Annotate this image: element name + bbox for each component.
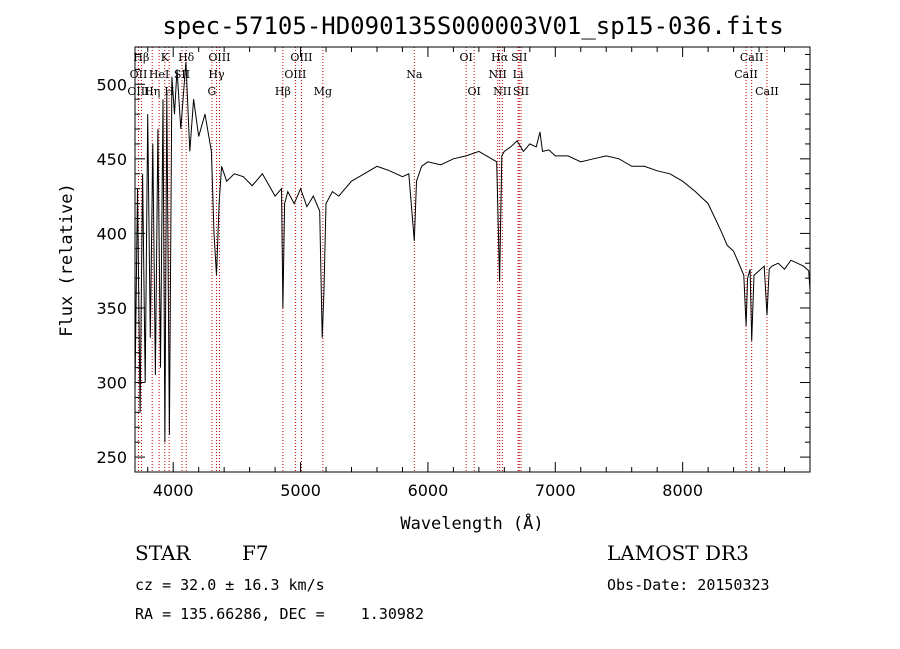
x-tick-label: 7000 — [535, 481, 576, 500]
spectral-line-label: OIII — [284, 68, 306, 81]
spectral-line-label: Mg — [314, 85, 332, 98]
spectral-line-label: OI — [459, 51, 472, 64]
spectral-line-label: Hδ — [178, 51, 195, 64]
y-tick-label: 350 — [96, 299, 127, 318]
x-tick-label: 8000 — [662, 481, 703, 500]
spectral-line-label: CaII — [740, 51, 764, 64]
spectral-line-label: Na — [406, 68, 423, 81]
spectral-line-label: SII — [513, 85, 529, 98]
spectrum-series-line — [134, 61, 811, 443]
spectral-line-label: H — [164, 85, 174, 98]
chart-title: spec-57105-HD090135S000003V01_sp15-036.f… — [162, 12, 783, 40]
coordinates: RA = 135.66286, DEC = 1.30982 — [135, 605, 424, 623]
y-tick-label: 400 — [96, 224, 127, 243]
spectral-line-label: G — [208, 85, 217, 98]
y-tick-label: 450 — [96, 150, 127, 169]
plot-frame — [134, 46, 811, 473]
spectral-line-label: K — [161, 51, 170, 64]
x-tick-label: 4000 — [153, 481, 194, 500]
spectral-line-label: Hα — [491, 51, 509, 64]
axis-ticks: 4000 5000 6000 7000 8000 250 300 350 400 450 500 — [96, 47, 810, 500]
object-subclass: F7 — [242, 541, 269, 565]
spectral-line-markers — [137, 47, 768, 472]
survey-name: LAMOST DR3 — [607, 541, 749, 565]
spectral-line-label: OI — [467, 85, 480, 98]
y-axis-label: Flux (relative) — [57, 183, 77, 337]
y-tick-label: 300 — [96, 374, 127, 393]
spectral-line-label: Hγ — [208, 68, 225, 81]
spectral-line-label: OII — [130, 68, 148, 81]
object-class: STAR — [135, 541, 191, 565]
spectral-line-label: OIII — [290, 51, 312, 64]
spectral-line-label: HeI — [149, 68, 169, 81]
spectral-line-label: Hβ — [133, 51, 149, 64]
spectral-line-label: NII — [493, 85, 511, 98]
spectral-line-label: CaII — [734, 68, 758, 81]
spectral-line-label: OIII — [208, 51, 230, 64]
spectral-line-label: NII — [489, 68, 507, 81]
spectral-line-label: CaII — [755, 85, 779, 98]
observation-date: Obs-Date: 20150323 — [607, 576, 770, 594]
y-tick-label: 500 — [96, 75, 127, 94]
x-tick-label: 6000 — [408, 481, 449, 500]
redshift-velocity: cz = 32.0 ± 16.3 km/s — [135, 576, 325, 594]
x-axis-label: Wavelength (Å) — [400, 512, 543, 534]
spectral-line-label: Hη — [144, 85, 160, 98]
spectral-line-label: Hβ — [275, 85, 291, 98]
x-tick-label: 5000 — [280, 481, 321, 500]
y-tick-label: 250 — [96, 448, 127, 467]
spectral-line-label: SII — [511, 51, 527, 64]
spectral-line-label: OIII — [127, 85, 149, 98]
spectral-line-label: Li — [513, 68, 524, 81]
